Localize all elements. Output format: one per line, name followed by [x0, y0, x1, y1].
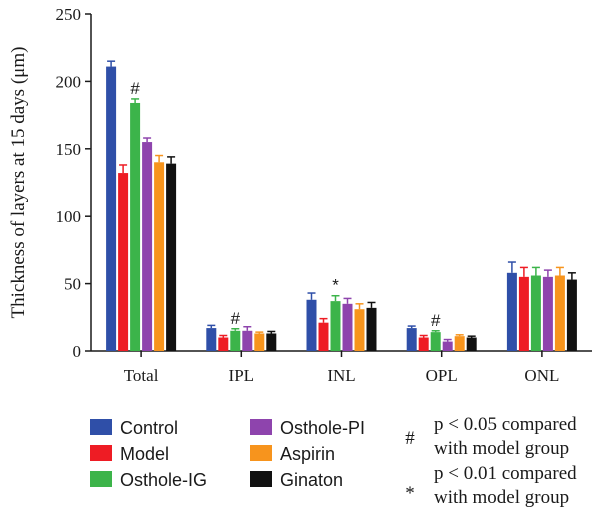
- bar: [230, 330, 241, 351]
- bar: [330, 301, 341, 351]
- legend-swatch: [250, 471, 272, 487]
- note-text: p < 0.05 compared with model group: [434, 414, 577, 459]
- bar: [166, 163, 177, 351]
- legend-swatch: [90, 471, 112, 487]
- legend-swatch: [90, 419, 112, 435]
- x-tick-label: Total: [124, 366, 159, 385]
- y-tick-label: 200: [56, 72, 82, 91]
- legend-swatch: [90, 445, 112, 461]
- bar: [566, 279, 577, 351]
- legend: Control Model Osthole-IG Osthole-PI Aspirin G…: [90, 418, 365, 490]
- legend-label: Aspirin: [280, 444, 335, 464]
- x-tick-label: IPL: [229, 366, 255, 385]
- bar: [466, 337, 477, 351]
- significance-notes: # p < 0.05 compared with model group * p < 0…: [405, 414, 577, 508]
- x-tick-label: ONL: [524, 366, 559, 385]
- bar: [530, 275, 541, 351]
- bar: [418, 337, 429, 351]
- legend-label: Model: [120, 444, 169, 464]
- bar: [342, 303, 353, 351]
- legend-swatch: [250, 419, 272, 435]
- legend-label: Osthole-PI: [280, 418, 365, 438]
- bar: [366, 307, 377, 351]
- x-tick-label: INL: [327, 366, 355, 385]
- significance-marker: #: [130, 79, 140, 98]
- axes: 0 50 100 150 200 250 Thickness of layers at 15…: [8, 5, 592, 385]
- note-symbol: *: [405, 483, 415, 504]
- note-text: p < 0.01 compared with model group: [434, 463, 577, 508]
- y-tick-label: 100: [56, 207, 82, 226]
- bar: [130, 102, 141, 351]
- bar: [442, 341, 453, 351]
- legend-label: Osthole-IG: [120, 470, 207, 490]
- note-symbol: #: [405, 428, 415, 449]
- bar: [206, 328, 217, 351]
- bar: [266, 333, 277, 351]
- y-axis-label: Thickness of layers at 15 days (μm): [8, 47, 29, 319]
- bar: [142, 142, 153, 351]
- bar: [354, 309, 365, 351]
- bars: # # * #: [106, 60, 577, 352]
- legend-label: Ginaton: [280, 470, 343, 490]
- bar: [118, 173, 129, 351]
- bar: [318, 322, 329, 351]
- bar: [306, 299, 317, 351]
- significance-marker: *: [332, 276, 339, 295]
- bar: [242, 330, 253, 351]
- significance-marker: #: [431, 311, 441, 330]
- bar: [106, 66, 117, 352]
- significance-marker: #: [231, 309, 241, 328]
- y-tick-label: 150: [56, 140, 82, 159]
- y-tick-label: 0: [73, 342, 82, 361]
- bar: [218, 337, 229, 351]
- bar: [154, 162, 165, 351]
- bar: [542, 276, 553, 351]
- bar: [518, 276, 529, 351]
- legend-label: Control: [120, 418, 178, 438]
- y-tick-label: 50: [64, 275, 81, 294]
- legend-swatch: [250, 445, 272, 461]
- bar: [406, 328, 417, 351]
- bar: [454, 336, 465, 351]
- bar: [506, 272, 517, 351]
- bar: [430, 332, 441, 351]
- bar: [254, 333, 265, 351]
- bar: [554, 275, 565, 351]
- x-tick-label: OPL: [426, 366, 458, 385]
- y-tick-label: 250: [56, 5, 82, 24]
